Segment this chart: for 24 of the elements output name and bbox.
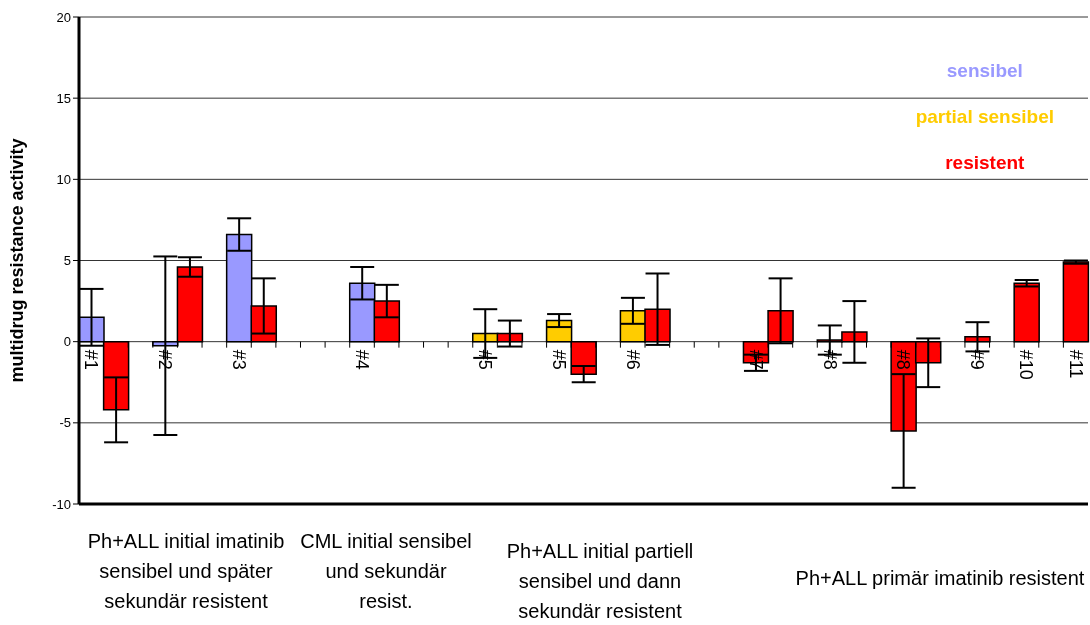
text: Ph+ALL primär imatinib resistent	[794, 566, 1086, 591]
y-axis-title: multidrug resistance activity	[7, 138, 28, 383]
y-tick-label: -10	[52, 496, 71, 512]
y-tick-label: 5	[63, 253, 71, 269]
x-tick-label: #11	[1065, 349, 1086, 379]
x-tick-label: #5	[548, 349, 569, 370]
text: partial sensibel	[913, 106, 1056, 127]
x-tick-label: #3	[228, 349, 249, 370]
y-tick-label: 0	[63, 334, 71, 350]
x-tick-label: #10	[1016, 349, 1037, 380]
y-tick-label: -5	[59, 415, 71, 431]
y-tick-label: 15	[56, 90, 71, 106]
y-tick-label: 20	[56, 9, 71, 25]
x-tick-label: #1	[81, 349, 102, 370]
text: Ph+ALL initial partiell sensibel und dann sekundär resistent	[505, 539, 695, 624]
text: resistent	[943, 152, 1027, 173]
x-tick-label: #8	[819, 349, 840, 370]
x-tick-label: #6	[622, 349, 643, 370]
x-tick-label: #4	[352, 349, 373, 370]
x-tick-label: #8	[893, 349, 914, 370]
text: sensibel	[944, 60, 1025, 81]
text: Ph+ALL initial imatinib sensibel und später sekundär resistent	[86, 529, 286, 614]
y-tick-label: 10	[56, 171, 71, 187]
text: CML initial sensibel und sekundär resist.	[300, 529, 472, 614]
